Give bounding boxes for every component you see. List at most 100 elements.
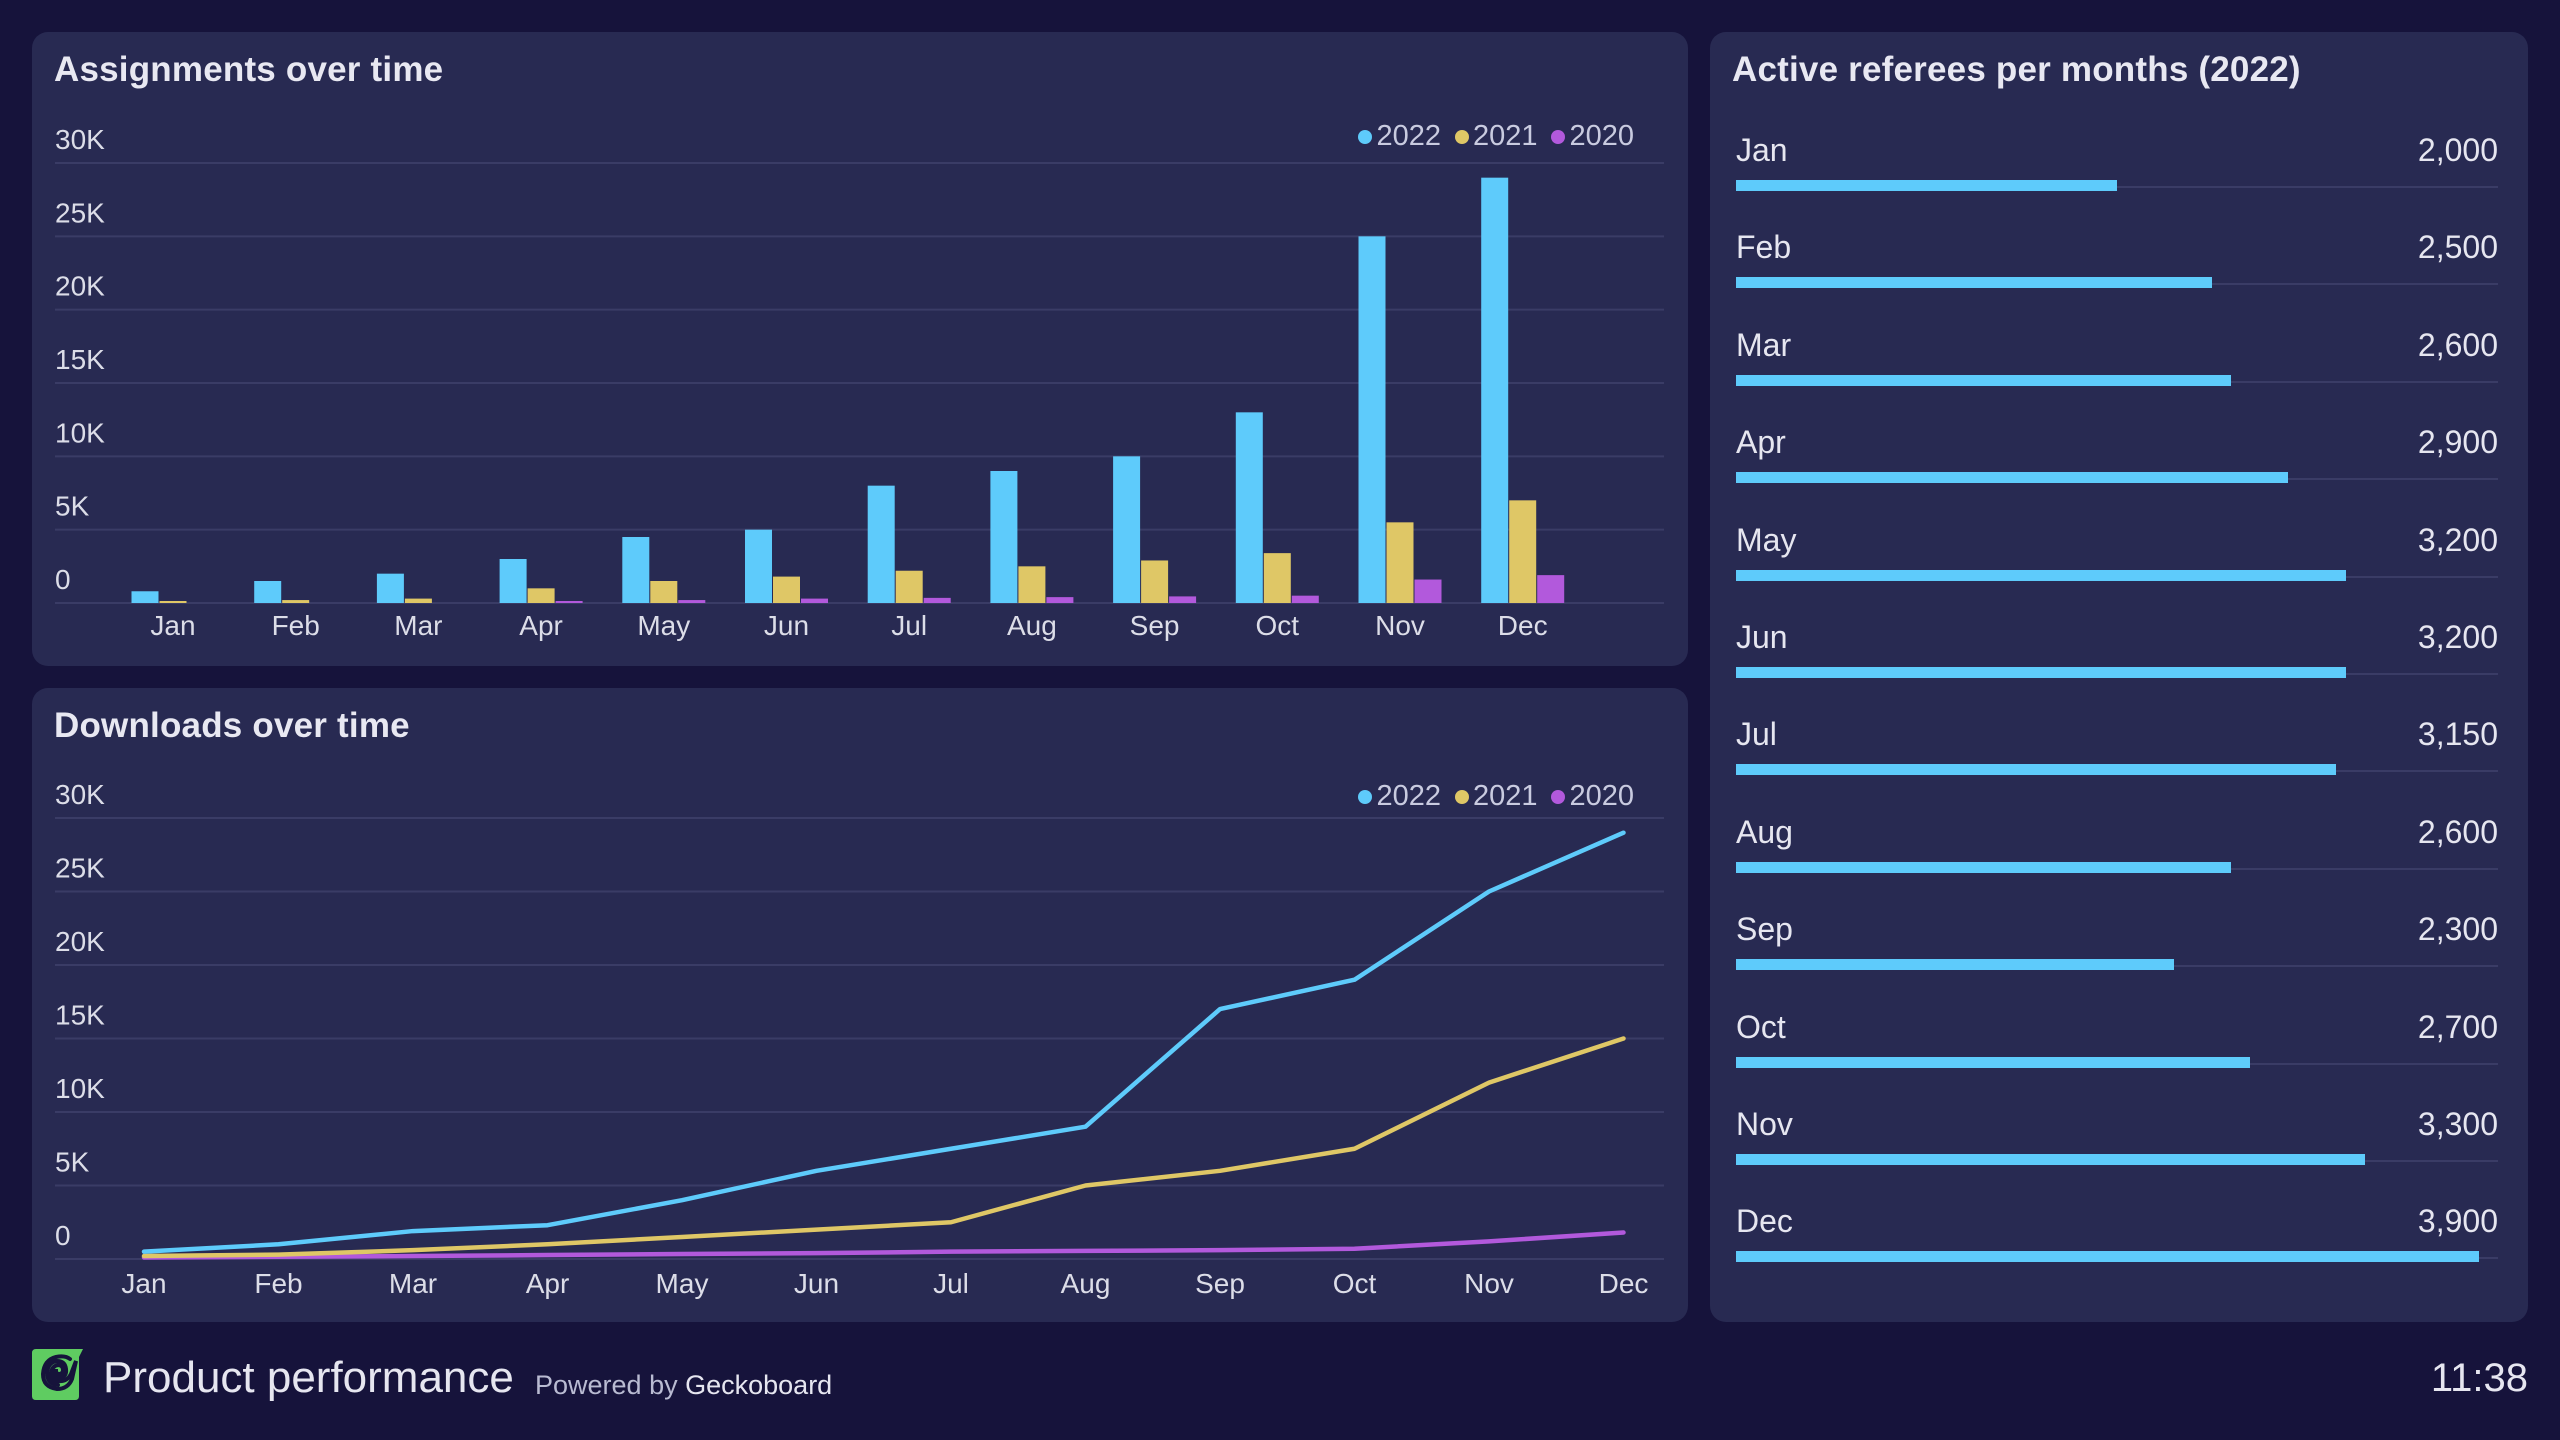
- bar-2022-may: [622, 537, 650, 603]
- x-tick-label: Dec: [1599, 1268, 1649, 1299]
- bar-2022-oct: [1235, 412, 1263, 603]
- referee-month-label: Feb: [1736, 229, 1792, 266]
- referee-value: 2,600: [2417, 326, 2498, 363]
- bar-2021-oct: [1263, 553, 1291, 603]
- referee-month-label: Oct: [1736, 1008, 1786, 1045]
- referees-widget: Active referees per months (2022) Jan 2,0…: [1710, 32, 2528, 1322]
- referee-row-nov: Nov 3,300: [1736, 1106, 2498, 1166]
- y-tick-label: 5K: [55, 1147, 90, 1178]
- referee-row-apr: Apr 2,900: [1736, 424, 2498, 484]
- referee-value: 3,200: [2417, 619, 2498, 655]
- downloads-widget: Downloads over time 2022 2021 2020 0 5K 10…: [32, 688, 1688, 1322]
- referee-bar: [1736, 861, 2232, 873]
- referee-bar: [1736, 472, 2289, 484]
- line-series-2022: [141, 830, 1626, 1254]
- x-tick-label: Nov: [1464, 1268, 1514, 1299]
- x-tick-label: Jan: [121, 1268, 166, 1299]
- y-tick-label: 25K: [55, 197, 105, 228]
- referee-value: 2,300: [2417, 911, 2498, 948]
- legend-label-2020: 2020: [1569, 120, 1634, 152]
- referee-bar: [1736, 959, 2175, 971]
- legend-item-2022: 2022: [1358, 120, 1441, 153]
- x-tick-label: Sep: [1195, 1268, 1245, 1299]
- x-tick-label: Jun: [764, 610, 809, 641]
- legend-label-2021: 2021: [1472, 780, 1538, 812]
- referee-value: 3,200: [2417, 521, 2498, 558]
- bar-2022-nov: [1358, 236, 1386, 604]
- legend-item-2020: 2020: [1551, 120, 1634, 153]
- bar-2022-mar: [376, 573, 404, 603]
- legend-dot-2021: [1454, 789, 1469, 804]
- dashboard-title: Product performance: [103, 1353, 514, 1402]
- assignments-legend: 2022 2021 2020: [1358, 120, 1634, 153]
- downloads-chart: 0 5K 10K 15K 20K 25K 30K Jan Feb Mar Apr May Jun Jul A…: [55, 779, 1664, 1299]
- bar-2022-jul: [867, 485, 895, 603]
- bar-2021-jul: [895, 570, 923, 603]
- assignments-widget: Assignments over time 2022 2021 2020 0 5K…: [32, 32, 1688, 666]
- bar-2020-aug: [1046, 597, 1074, 603]
- referee-bar-track: [1736, 186, 2498, 188]
- legend-dot-2021: [1454, 129, 1469, 144]
- referee-month-label: Dec: [1736, 1203, 1793, 1240]
- referee-month-label: Nov: [1736, 1106, 1793, 1142]
- legend-dot-2020: [1551, 789, 1566, 804]
- referee-value: 3,150: [2417, 716, 2498, 753]
- assignments-chart: 0 5K 10K 15K 20K 25K 30K Jan Feb Mar Apr May Jun Jul A…: [55, 124, 1664, 641]
- x-tick-label: May: [637, 610, 690, 641]
- referee-bar: [1736, 569, 2346, 581]
- downloads-title: Downloads over time: [54, 706, 410, 745]
- x-tick-label: Oct: [1333, 1268, 1377, 1299]
- referee-row-oct: Oct 2,700: [1736, 1009, 2498, 1069]
- referee-bar: [1736, 764, 2337, 776]
- legend-item-2021: 2021: [1454, 120, 1538, 153]
- referee-value: 2,000: [2417, 132, 2498, 168]
- referee-value: 3,900: [2417, 1203, 2498, 1240]
- y-tick-label: 0: [55, 1220, 71, 1251]
- referee-bar: [1736, 667, 2346, 678]
- y-tick-label: 30K: [55, 124, 105, 155]
- referee-month-label: Jan: [1736, 132, 1788, 168]
- bar-2021-sep: [1141, 560, 1169, 603]
- bar-2021-aug: [1018, 566, 1046, 603]
- referee-bar: [1736, 1251, 2479, 1263]
- x-tick-label: Mar: [394, 610, 442, 641]
- x-tick-label: Aug: [1061, 1268, 1111, 1299]
- legend-label-2021: 2021: [1472, 120, 1538, 152]
- referee-value: 2,600: [2417, 813, 2498, 850]
- x-tick-label: Jun: [794, 1268, 839, 1299]
- bar-2021-may: [650, 581, 678, 603]
- x-tick-label: Mar: [389, 1268, 437, 1299]
- referee-month-label: May: [1736, 521, 1797, 558]
- bar-2021-feb: [282, 600, 310, 603]
- bar-2020-nov: [1414, 579, 1442, 603]
- y-tick-label: 25K: [55, 853, 105, 884]
- referee-value: 2,500: [2417, 229, 2498, 266]
- powered-by: Powered by Geckoboard: [535, 1370, 832, 1401]
- downloads-legend: 2022 2021 2020: [1358, 780, 1634, 813]
- bar-2020-dec: [1537, 575, 1565, 603]
- referee-row-dec: Dec 3,900: [1736, 1203, 2498, 1263]
- x-tick-label: Sep: [1130, 610, 1180, 641]
- bar-2021-mar: [404, 598, 432, 603]
- y-tick-label: 5K: [55, 491, 90, 522]
- bar-2020-sep: [1169, 596, 1197, 603]
- bar-2021-jan: [159, 601, 187, 603]
- referee-month-label: Mar: [1736, 326, 1792, 363]
- x-tick-label: Jul: [891, 610, 927, 641]
- legend-label-2022: 2022: [1376, 780, 1441, 812]
- y-tick-label: 15K: [55, 1000, 105, 1031]
- referee-row-may: May 3,200: [1736, 522, 2498, 582]
- bar-2022-jun: [745, 529, 772, 603]
- bar-2020-jun: [801, 598, 828, 603]
- referee-row-jun: Jun 3,200: [1736, 619, 2498, 679]
- geckoboard-logo-icon: [32, 1349, 83, 1400]
- referee-row-aug: Aug 2,600: [1736, 814, 2498, 874]
- line-series-2021: [141, 1036, 1626, 1259]
- referee-month-label: Apr: [1736, 424, 1786, 461]
- x-tick-label: Aug: [1007, 610, 1057, 641]
- bar-2022-sep: [1113, 456, 1141, 603]
- powered-by-prefix: Powered by: [535, 1370, 678, 1400]
- referee-value: 2,700: [2417, 1008, 2498, 1045]
- referee-bar: [1736, 1154, 2365, 1165]
- referee-bar: [1736, 180, 2117, 191]
